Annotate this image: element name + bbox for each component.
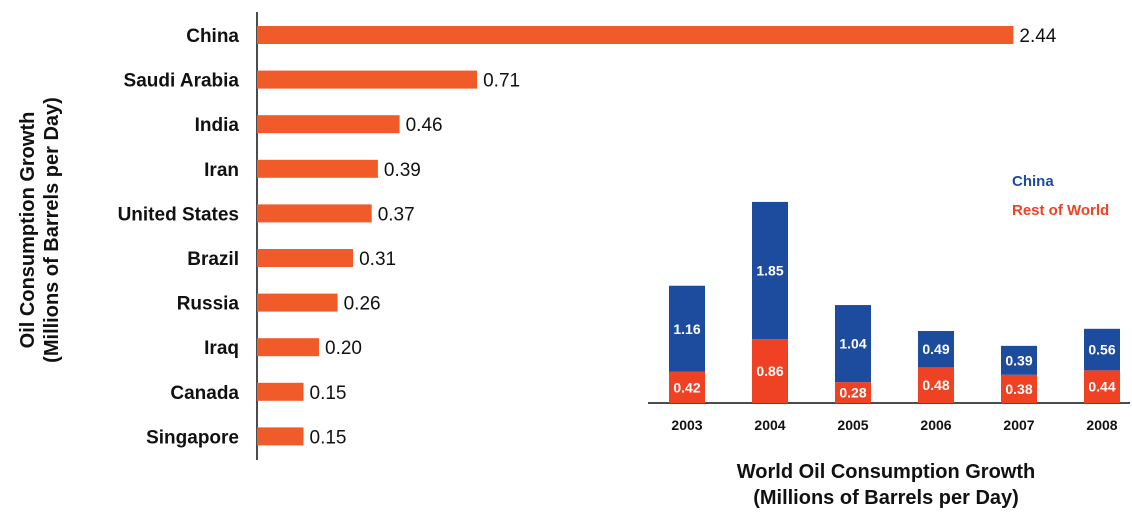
- bar-russia: [257, 293, 338, 312]
- value-label-china-2003: 1.16: [673, 321, 700, 337]
- category-label-canada: Canada: [170, 383, 239, 404]
- value-label-canada: 0.15: [310, 383, 347, 404]
- legend-china: China: [1012, 173, 1054, 190]
- value-label-rest-of-world-2004: 0.86: [756, 363, 783, 379]
- x-tick-label-2005: 2005: [837, 417, 868, 433]
- bar-rest-of-world-2007: [1001, 374, 1037, 403]
- value-label-rest-of-world-2008: 0.44: [1088, 379, 1115, 395]
- value-label-rest-of-world-2003: 0.42: [673, 379, 700, 395]
- x-tick-label-2006: 2006: [920, 417, 951, 433]
- x-tick-label-2004: 2004: [754, 417, 785, 433]
- bar-china-2008: [1084, 328, 1120, 371]
- bar-china-2007: [1001, 345, 1037, 375]
- y-axis-label-line1: Oil Consumption Growth: [17, 112, 39, 349]
- bar-canada: [257, 382, 304, 401]
- bar-rest-of-world-2004: [752, 339, 788, 403]
- world-growth-chart: 0.42 1.16 2003 0.86 1.85 2004 0.28 1.04 2005 0.48…: [648, 173, 1130, 509]
- year-stacked-bars: 0.42 1.16 2003 0.86 1.85 2004 0.28 1.04 2005 0.48…: [669, 201, 1120, 433]
- value-label-china-2008: 0.56: [1088, 342, 1115, 358]
- bar-saudi-arabia: [257, 70, 478, 89]
- value-label-china: 2.44: [1019, 26, 1056, 47]
- category-label-china: China: [186, 26, 239, 47]
- category-label-iraq: Iraq: [204, 338, 239, 359]
- legend-rest-of-world: Rest of World: [1012, 202, 1109, 219]
- bar-rest-of-world-2006: [918, 367, 954, 403]
- country-growth-chart: Oil Consumption Growth (Millions of Barr…: [17, 12, 1057, 460]
- x-tick-label-2003: 2003: [671, 417, 702, 433]
- bar-singapore: [257, 427, 304, 446]
- inset-title-line2: (Millions of Barrels per Day): [753, 487, 1019, 509]
- bar-brazil: [257, 249, 354, 267]
- bar-china-2003: [669, 285, 705, 372]
- x-tick-label-2007: 2007: [1003, 417, 1034, 433]
- value-label-china-2007: 0.39: [1005, 352, 1032, 368]
- value-label-india: 0.46: [406, 115, 443, 136]
- bar-china: [257, 26, 1014, 44]
- value-label-rest-of-world-2007: 0.38: [1005, 381, 1032, 397]
- category-label-india: India: [195, 115, 240, 136]
- category-label-brazil: Brazil: [187, 249, 239, 270]
- bar-rest-of-world-2005: [835, 382, 871, 403]
- value-label-saudi-arabia: 0.71: [483, 71, 520, 92]
- x-tick-label-2008: 2008: [1086, 417, 1117, 433]
- bar-united-states: [257, 204, 372, 223]
- value-label-singapore: 0.15: [310, 427, 347, 448]
- bar-india: [257, 115, 400, 134]
- value-label-brazil: 0.31: [359, 249, 396, 270]
- bar-iraq: [257, 338, 319, 357]
- bar-china-2006: [918, 331, 954, 368]
- country-bars: China 2.44 Saudi Arabia 0.71 India 0.46 Iran 0.…: [118, 26, 1057, 448]
- value-label-iran: 0.39: [384, 160, 421, 181]
- bar-rest-of-world-2008: [1084, 370, 1120, 403]
- y-axis-label-line2: (Millions of Barrels per Day): [41, 97, 63, 363]
- value-label-china-2005: 1.04: [839, 336, 866, 352]
- value-label-united-states: 0.37: [378, 204, 415, 225]
- value-label-china-2004: 1.85: [756, 263, 783, 279]
- bar-rest-of-world-2003: [669, 371, 705, 403]
- inset-title-line1: World Oil Consumption Growth: [737, 461, 1036, 483]
- category-label-iran: Iran: [204, 160, 239, 181]
- bar-china-2005: [835, 305, 871, 383]
- category-label-russia: Russia: [177, 294, 240, 315]
- value-label-russia: 0.26: [344, 294, 381, 315]
- category-label-singapore: Singapore: [146, 427, 239, 448]
- bar-iran: [257, 159, 378, 178]
- value-label-rest-of-world-2005: 0.28: [839, 385, 866, 401]
- category-label-saudi-arabia: Saudi Arabia: [124, 71, 240, 92]
- value-label-china-2006: 0.49: [922, 341, 949, 357]
- category-label-united-states: United States: [118, 204, 239, 225]
- value-label-iraq: 0.20: [325, 338, 362, 359]
- value-label-rest-of-world-2006: 0.48: [922, 377, 949, 393]
- bar-china-2004: [752, 201, 788, 340]
